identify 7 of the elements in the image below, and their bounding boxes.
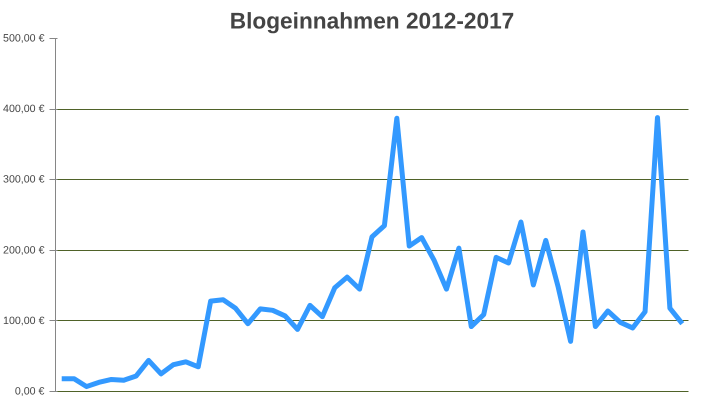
y-tick-label: 100,00 € bbox=[3, 314, 45, 327]
y-tick-label: 0,00 € bbox=[14, 386, 45, 398]
y-tick-label: 500,00 € bbox=[3, 32, 45, 44]
y-tick-label: 400,00 € bbox=[3, 103, 45, 116]
y-tick-label: 200,00 € bbox=[3, 244, 45, 256]
chart-title: Blogeinnahmen 2012-2017 bbox=[230, 8, 514, 34]
y-tick-label: 300,00 € bbox=[3, 174, 45, 186]
